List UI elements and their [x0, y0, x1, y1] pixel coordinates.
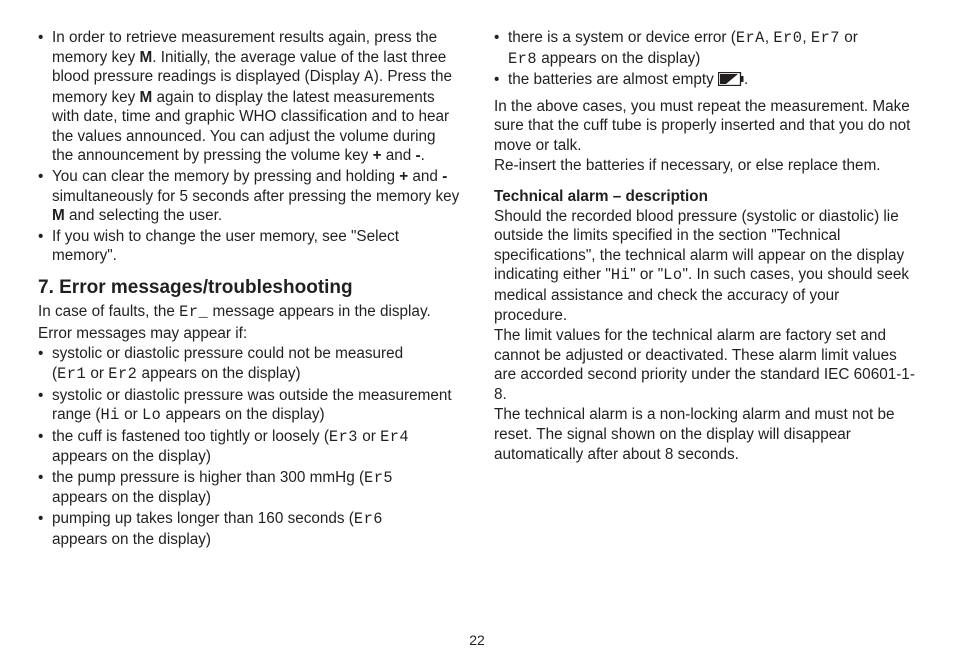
- list-text: the batteries are almost empty .: [508, 71, 748, 88]
- list-cont: appears on the display): [52, 488, 460, 508]
- paragraph: The technical alarm is a non-locking ala…: [494, 405, 916, 464]
- error-list: systolic or diastolic pressure could not…: [38, 344, 460, 549]
- list-item: In order to retrieve measurement results…: [38, 28, 460, 166]
- paragraph: Should the recorded blood pressure (syst…: [494, 207, 916, 325]
- list-item: the pump pressure is higher than 300 mmH…: [38, 468, 460, 508]
- paragraph: In case of faults, the Er_ message appea…: [38, 302, 460, 323]
- list-cont: appears on the display): [52, 530, 460, 550]
- paragraph: In the above cases, you must repeat the …: [494, 97, 916, 156]
- list-item: You can clear the memory by pressing and…: [38, 167, 460, 226]
- page-number: 22: [0, 632, 954, 648]
- list-item: If you wish to change the user memory, s…: [38, 227, 460, 266]
- right-column: there is a system or device error (ErA, …: [494, 28, 916, 550]
- list-cont: Er8 appears on the display): [508, 49, 916, 70]
- list-text: there is a system or device error (ErA, …: [508, 29, 858, 46]
- instruction-list: In order to retrieve measurement results…: [38, 28, 460, 266]
- list-item: the batteries are almost empty .: [494, 70, 916, 92]
- list-text: the cuff is fastened too tightly or loos…: [52, 428, 409, 445]
- list-text: systolic or diastolic pressure was outsi…: [52, 387, 452, 424]
- section-heading: 7. Error messages/troubleshooting: [38, 276, 460, 300]
- page: In order to retrieve measurement results…: [0, 0, 954, 560]
- list-cont: appears on the display): [52, 447, 460, 467]
- list-cont: (Er1 or Er2 appears on the display): [52, 364, 460, 385]
- list-item: pumping up takes longer than 160 seconds…: [38, 509, 460, 549]
- list-item: there is a system or device error (ErA, …: [494, 28, 916, 69]
- spacer: [494, 177, 916, 181]
- error-list-cont: there is a system or device error (ErA, …: [494, 28, 916, 92]
- list-text: pumping up takes longer than 160 seconds…: [52, 510, 383, 527]
- list-text: systolic or diastolic pressure could not…: [52, 345, 403, 362]
- paragraph: Error messages may appear if:: [38, 324, 460, 344]
- subheading: Technical alarm – description: [494, 187, 916, 207]
- battery-low-icon: [718, 72, 744, 92]
- list-text: the pump pressure is higher than 300 mmH…: [52, 469, 393, 486]
- list-item: systolic or diastolic pressure could not…: [38, 344, 460, 384]
- list-item: systolic or diastolic pressure was outsi…: [38, 386, 460, 426]
- list-item: the cuff is fastened too tightly or loos…: [38, 427, 460, 467]
- paragraph: The limit values for the technical alarm…: [494, 326, 916, 404]
- paragraph: Re-insert the batteries if necessary, or…: [494, 156, 916, 176]
- left-column: In order to retrieve measurement results…: [38, 28, 460, 550]
